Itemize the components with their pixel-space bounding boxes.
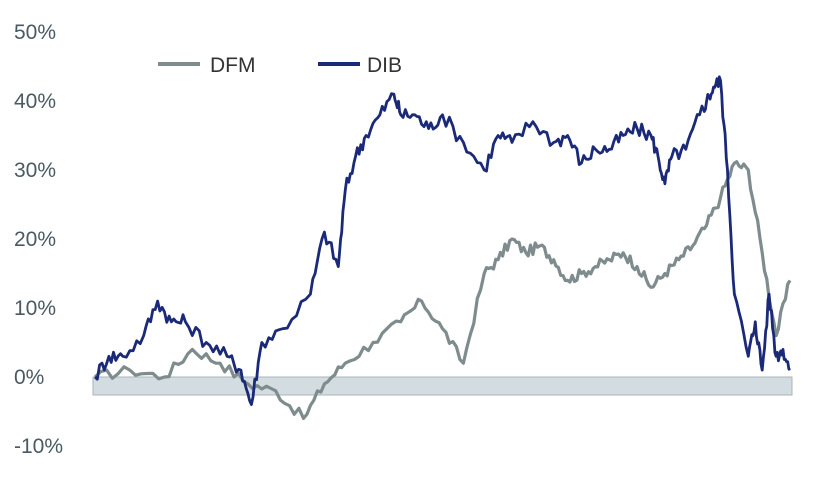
y-tick-label: -10%: [14, 435, 63, 458]
y-tick-label: 10%: [14, 297, 56, 320]
zero-baseline-band: [92, 376, 793, 396]
y-tick-label: 20%: [14, 228, 56, 251]
series-line-dib: [94, 75, 792, 406]
y-tick-label: 0%: [14, 366, 44, 389]
plot-lines: [93, 75, 792, 420]
legend-label-dfm: DFM: [210, 54, 256, 77]
y-tick-label: 50%: [14, 21, 56, 44]
series-line-dfm: [93, 160, 792, 420]
y-axis: 50% 40% 30% 20% 10% 0% -10%: [14, 21, 63, 458]
y-tick-label: 30%: [14, 159, 56, 182]
legend: DFM DIB: [158, 54, 402, 77]
y-tick-label: 40%: [14, 90, 56, 113]
legend-label-dib: DIB: [367, 54, 402, 77]
